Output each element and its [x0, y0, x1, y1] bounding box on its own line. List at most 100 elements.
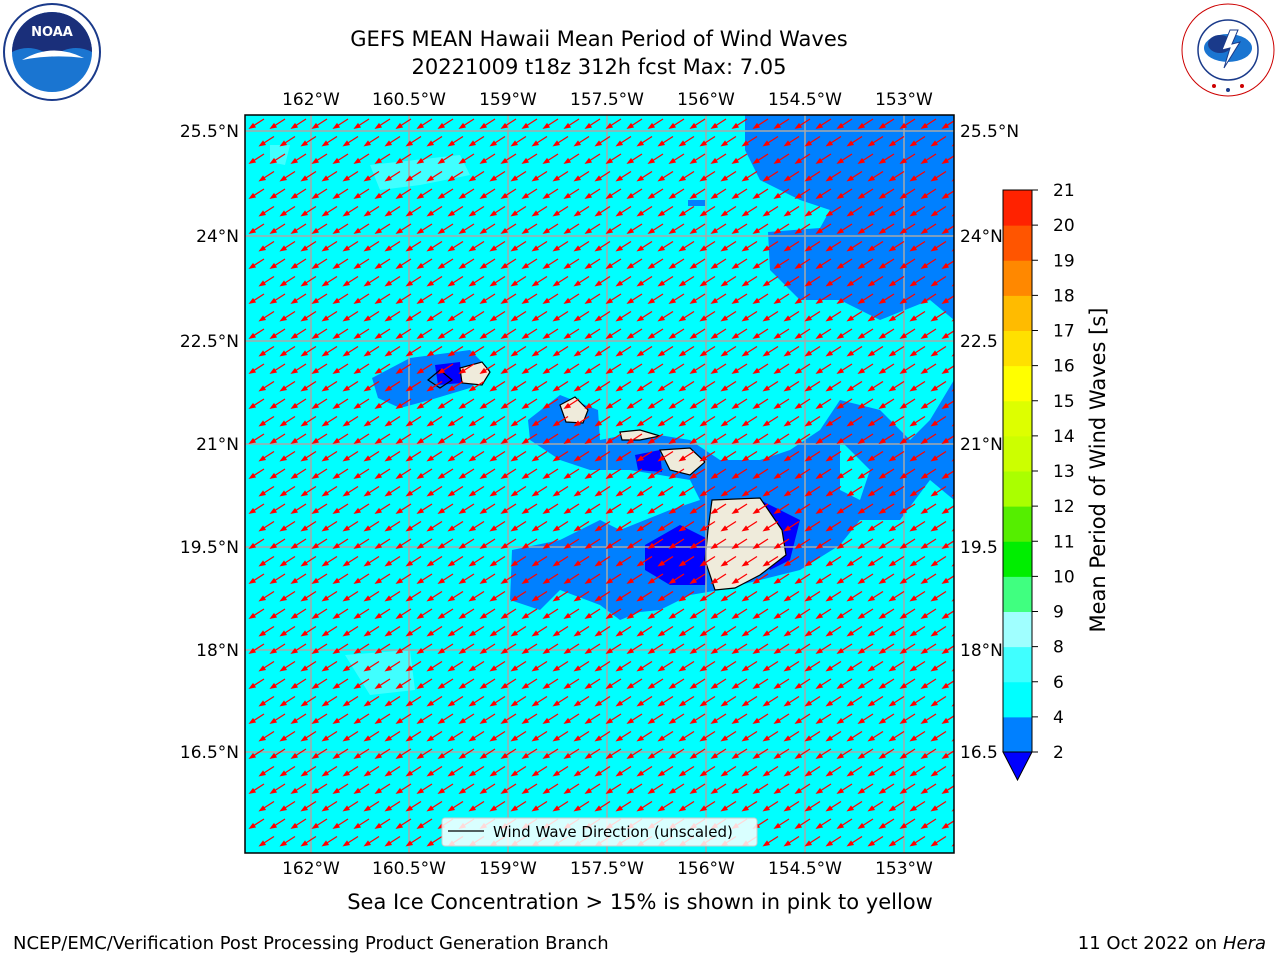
wind-wave-arrowhead [773, 122, 782, 129]
wind-wave-arrowhead [689, 612, 698, 619]
wind-wave-arrowhead [416, 262, 425, 269]
wind-wave-arrowhead [783, 525, 792, 532]
wind-wave-arrowhead [909, 350, 918, 357]
wind-wave-arrowhead [794, 122, 803, 129]
wind-wave-arrowhead [731, 647, 740, 654]
wind-wave-arrowhead [699, 245, 708, 252]
wind-wave-arrowhead [731, 192, 740, 199]
wind-wave-arrowhead [605, 577, 614, 584]
wind-wave-arrowhead [269, 542, 278, 549]
wind-wave-arrowhead [678, 315, 687, 322]
wind-wave-arrowhead [857, 507, 866, 514]
wind-wave-arrowhead [458, 612, 467, 619]
wind-wave-arrowhead [332, 682, 341, 689]
wind-wave-arrowhead [647, 437, 656, 444]
wind-wave-arrowhead [321, 665, 330, 672]
lat-label-right: 24°N [960, 227, 1003, 247]
wind-wave-arrowhead [867, 175, 876, 182]
lon-label-bottom: 162°W [282, 859, 340, 879]
wind-wave-arrowhead [920, 612, 929, 619]
wind-wave-arrowhead [573, 805, 582, 812]
wind-wave-arrowhead [920, 752, 929, 759]
wind-wave-arrowhead [804, 840, 813, 847]
wind-wave-arrowhead [500, 122, 509, 129]
wind-wave-arrow [952, 529, 954, 532]
wind-wave-arrowhead [636, 280, 645, 287]
wind-wave-arrowhead [888, 805, 897, 812]
wind-wave-arrowhead [332, 612, 341, 619]
wind-wave-arrowhead [741, 455, 750, 462]
wind-wave-arrowhead [794, 507, 803, 514]
wind-wave-arrowhead [573, 700, 582, 707]
wind-wave-arrowhead [668, 787, 677, 794]
wind-wave-arrowhead [710, 122, 719, 129]
wind-wave-arrowhead [531, 210, 540, 217]
wind-wave-arrowhead [720, 385, 729, 392]
wind-wave-arrowhead [678, 350, 687, 357]
wind-wave-arrowhead [909, 280, 918, 287]
wind-wave-arrowhead [720, 455, 729, 462]
wind-wave-arrowhead [752, 612, 761, 619]
wind-wave-arrowhead [804, 770, 813, 777]
footer-date-text: 11 Oct 2022 on [1077, 933, 1223, 954]
wind-wave-arrowhead [300, 315, 309, 322]
wind-wave-arrowhead [416, 472, 425, 479]
wind-wave-arrowhead [731, 332, 740, 339]
wind-wave-arrowhead [489, 630, 498, 637]
wind-wave-arrowhead [605, 472, 614, 479]
wind-wave-arrowhead [888, 735, 897, 742]
wind-wave-arrowhead [342, 490, 351, 497]
wind-wave-arrowhead [363, 175, 372, 182]
wind-wave-arrowhead [342, 560, 351, 567]
wind-wave-arrowhead [678, 525, 687, 532]
chart-subtitle: 20221009 t18z 312h fcst Max: 7.05 [411, 55, 787, 79]
wind-wave-arrowhead [689, 542, 698, 549]
wind-wave-arrowhead [773, 437, 782, 444]
wind-wave-arrowhead [615, 210, 624, 217]
wind-wave-arrowhead [899, 192, 908, 199]
wind-wave-arrowhead [825, 315, 834, 322]
wind-wave-arrowhead [416, 612, 425, 619]
wind-wave-arrowhead [405, 455, 414, 462]
wind-wave-arrowhead [920, 507, 929, 514]
wind-wave-arrowhead [699, 700, 708, 707]
wind-wave-arrowhead [416, 227, 425, 234]
wind-wave-arrowhead [353, 332, 362, 339]
wind-wave-arrowhead [542, 227, 551, 234]
wind-wave-arrowhead [542, 122, 551, 129]
wind-wave-arrowhead [626, 122, 635, 129]
wind-wave-arrowhead [752, 262, 761, 269]
wind-wave-arrowhead [752, 227, 761, 234]
wind-wave-arrowhead [878, 297, 887, 304]
wind-wave-arrowhead [930, 350, 939, 357]
wind-wave-arrowhead [941, 542, 950, 549]
wind-wave-arrowhead [825, 805, 834, 812]
wind-wave-arrowhead [279, 455, 288, 462]
wind-wave-arrowhead [342, 420, 351, 427]
wind-wave-arrowhead [888, 420, 897, 427]
wind-wave-arrowhead [279, 175, 288, 182]
wind-wave-arrowhead [668, 577, 677, 584]
wind-wave-arrowhead [783, 735, 792, 742]
wind-wave-arrowhead [615, 350, 624, 357]
wind-wave-arrowhead [584, 752, 593, 759]
wind-wave-arrowhead [888, 770, 897, 777]
wind-wave-arrowhead [930, 490, 939, 497]
wind-wave-arrowhead [563, 717, 572, 724]
wind-wave-arrowhead [878, 577, 887, 584]
wind-wave-arrowhead [269, 647, 278, 654]
wind-wave-arrowhead [458, 227, 467, 234]
wind-wave-arrowhead [615, 805, 624, 812]
wind-wave-arrowhead [836, 227, 845, 234]
wind-wave-arrowhead [668, 122, 677, 129]
wind-wave-arrowhead [678, 805, 687, 812]
wind-wave-arrowhead [573, 595, 582, 602]
wind-wave-arrowhead [353, 647, 362, 654]
wind-wave-arrowhead [405, 735, 414, 742]
wind-wave-arrowhead [668, 367, 677, 374]
wind-wave-arrowhead [689, 227, 698, 234]
lat-label-right: 25.5°N [960, 122, 1019, 142]
wind-wave-arrowhead [605, 367, 614, 374]
wind-wave-arrowhead [794, 577, 803, 584]
wind-wave-arrowhead [510, 665, 519, 672]
